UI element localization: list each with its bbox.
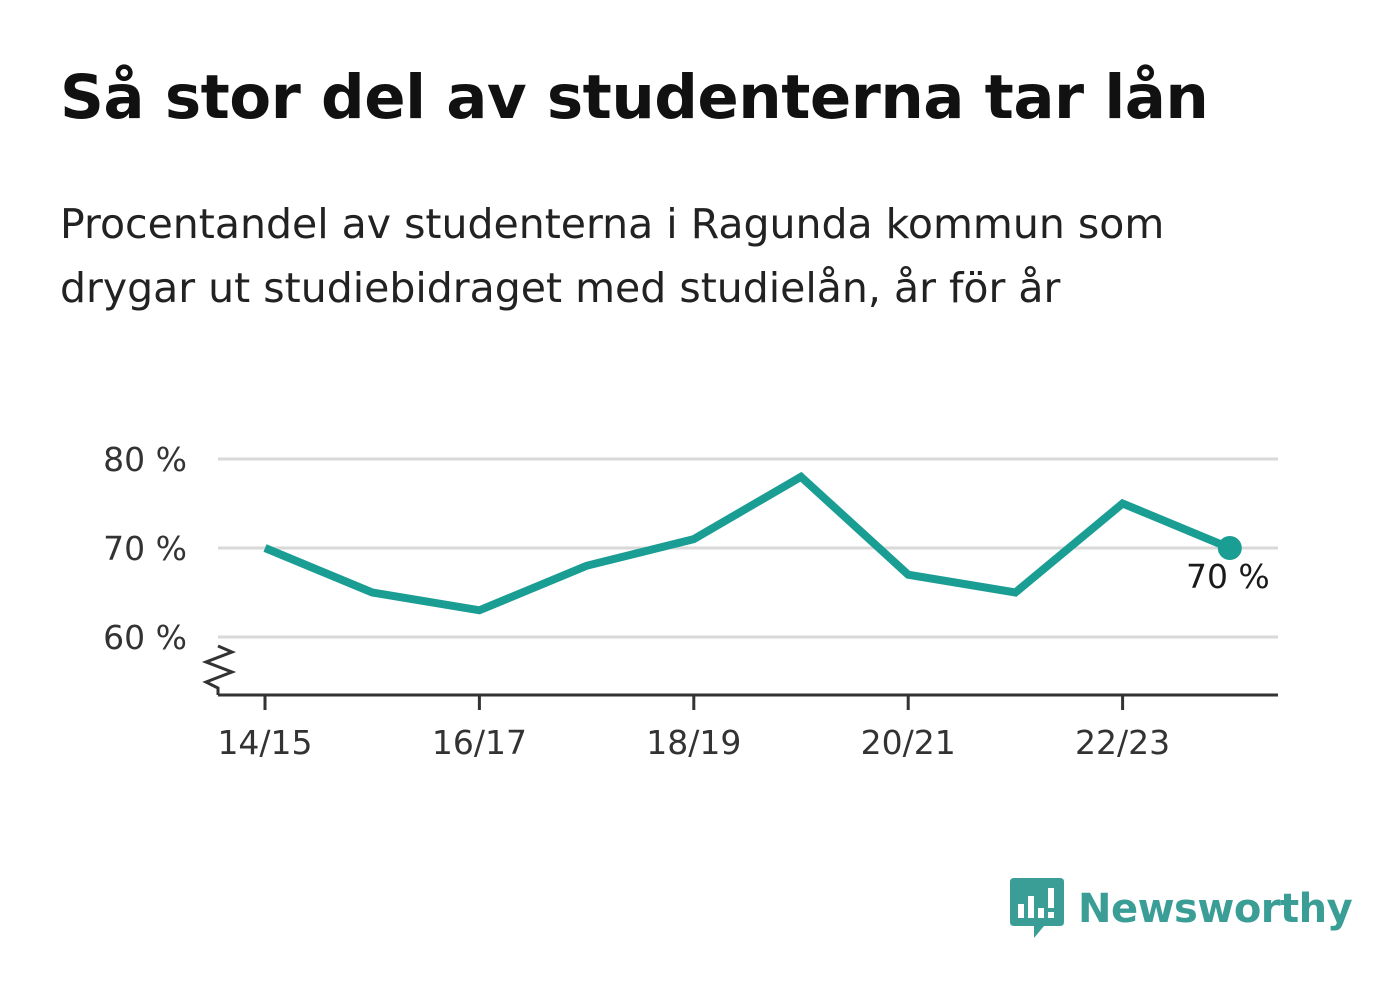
x-axis <box>201 644 1278 697</box>
series-line <box>263 471 1232 615</box>
chart-title: Så stor del av studenterna tar lån <box>60 62 1209 133</box>
y-tick-label: 70 % <box>103 529 187 568</box>
end-value-label: 70 % <box>1186 557 1270 596</box>
newsworthy-logo-icon <box>1010 878 1064 938</box>
grid-lines <box>218 457 1278 639</box>
y-tick-label: 60 % <box>103 618 187 657</box>
x-axis-labels: 14/15 16/17 18/19 20/21 22/23 <box>217 695 1170 762</box>
axis-break-zigzag <box>201 644 237 695</box>
brand-name: Newsworthy <box>1078 886 1353 932</box>
chart-subtitle: Procentandel av studenterna i Ragunda ko… <box>60 200 1165 312</box>
y-axis-labels: 60 % 70 % 80 % <box>103 440 187 657</box>
x-tick-label: 20/21 <box>861 723 956 762</box>
x-tick-label: 18/19 <box>646 723 741 762</box>
x-tick-label: 14/15 <box>217 723 312 762</box>
x-tick-label: 16/17 <box>432 723 527 762</box>
end-point <box>1217 536 1242 560</box>
series-marks: 70 % <box>1186 536 1270 596</box>
y-tick-label: 80 % <box>103 440 187 479</box>
series-lines <box>263 471 1232 615</box>
brand-logo: Newsworthy <box>1010 878 1353 940</box>
x-tick-label: 22/23 <box>1075 723 1170 762</box>
